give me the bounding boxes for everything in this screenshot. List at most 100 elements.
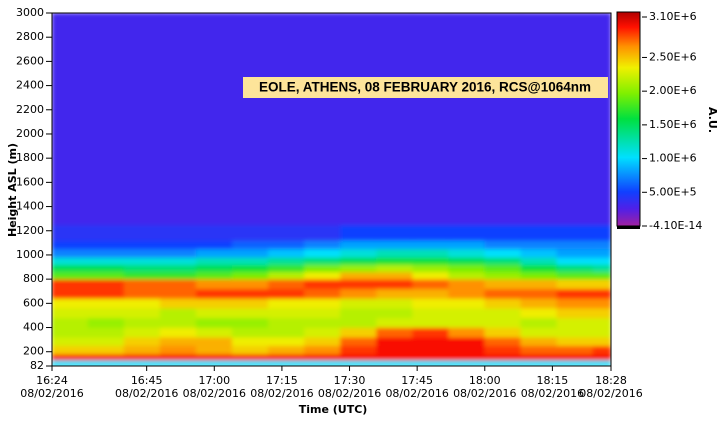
heatmap-cell bbox=[232, 298, 269, 309]
y-tick-label: 200 bbox=[23, 345, 44, 358]
heatmap-cell bbox=[556, 13, 594, 226]
heatmap-cell bbox=[52, 345, 89, 355]
x-tick-label: 18:00 bbox=[469, 374, 501, 387]
heatmap-cell bbox=[268, 248, 305, 258]
heatmap-cell bbox=[448, 317, 486, 328]
heatmap-cell bbox=[484, 353, 522, 361]
heatmap-cell bbox=[520, 353, 558, 361]
heatmap-cell bbox=[448, 13, 486, 226]
heatmap-cell bbox=[520, 257, 558, 265]
heatmap-cell bbox=[340, 353, 377, 361]
heatmap-cell bbox=[304, 248, 341, 258]
heatmap-cell bbox=[52, 264, 89, 273]
heatmap-cell bbox=[232, 278, 269, 290]
heatmap-cell bbox=[448, 224, 486, 241]
heatmap-cell bbox=[195, 298, 233, 309]
heatmap-cell bbox=[232, 240, 269, 250]
heatmap-cell bbox=[304, 307, 341, 319]
x-tick-label: 08/02/2016 bbox=[453, 387, 516, 400]
heatmap-cell bbox=[376, 298, 413, 309]
heatmap-cell bbox=[123, 317, 161, 328]
y-tick-label: 800 bbox=[23, 272, 44, 285]
heatmap-cell bbox=[448, 288, 486, 299]
heatmap-cell bbox=[556, 240, 594, 250]
colorbar-tick-label: 2.50E+6 bbox=[649, 50, 697, 63]
heatmap-cell bbox=[304, 13, 341, 226]
heatmap-cell bbox=[448, 248, 486, 258]
colorbar-label: A.U. bbox=[706, 107, 719, 133]
heatmap-cell bbox=[376, 257, 413, 265]
heatmap-cell bbox=[232, 336, 269, 346]
heatmap-cell bbox=[340, 317, 377, 328]
heatmap-cell bbox=[448, 257, 486, 265]
heatmap-cell bbox=[520, 359, 558, 366]
heatmap-cell bbox=[376, 264, 413, 273]
heatmap-cell bbox=[159, 278, 197, 290]
y-tick-label: 2600 bbox=[16, 54, 44, 67]
y-tick-label: 1400 bbox=[16, 200, 44, 213]
heatmap-cell bbox=[520, 345, 558, 355]
heatmap-cell bbox=[123, 345, 161, 355]
heatmap-cell bbox=[592, 336, 611, 346]
heatmap-cell bbox=[123, 359, 161, 366]
heatmap-cell bbox=[448, 359, 486, 366]
heatmap-cell bbox=[556, 271, 594, 280]
heatmap-cell bbox=[87, 298, 125, 309]
heatmap-cell bbox=[159, 240, 197, 250]
heatmap-cell bbox=[340, 307, 377, 319]
heatmap-cell bbox=[123, 240, 161, 250]
heatmap-cell bbox=[232, 317, 269, 328]
heatmap-cell bbox=[268, 224, 305, 241]
heatmap-cell bbox=[304, 264, 341, 273]
y-tick-label: 1200 bbox=[16, 224, 44, 237]
heatmap-cell bbox=[304, 317, 341, 328]
heatmap-cell bbox=[484, 327, 522, 338]
heatmap-cell bbox=[159, 298, 197, 309]
heatmap-cell bbox=[412, 345, 450, 355]
x-axis-label: Time (UTC) bbox=[299, 403, 368, 416]
x-tick-label: 18:28 bbox=[595, 374, 627, 387]
heatmap-cell bbox=[87, 353, 125, 361]
heatmap-cell bbox=[52, 224, 89, 241]
heatmap-cell bbox=[556, 288, 594, 299]
heatmap-cell bbox=[195, 345, 233, 355]
heatmap-cell bbox=[376, 307, 413, 319]
heatmap-cell bbox=[87, 288, 125, 299]
annotation: EOLE, ATHENS, 08 FEBRUARY 2016, RCS@1064… bbox=[259, 80, 591, 95]
heatmap-cell bbox=[268, 298, 305, 309]
heatmap-cell bbox=[592, 307, 611, 319]
heatmap-cell bbox=[376, 317, 413, 328]
x-tick-label: 18:15 bbox=[537, 374, 569, 387]
heatmap-cell bbox=[195, 248, 233, 258]
heatmap-cell bbox=[195, 264, 233, 273]
heatmap-cell bbox=[304, 257, 341, 265]
heatmap-cell bbox=[123, 224, 161, 241]
x-tick-label: 17:15 bbox=[266, 374, 298, 387]
heatmap bbox=[52, 13, 611, 366]
heatmap-cell bbox=[376, 248, 413, 258]
heatmap-cell bbox=[304, 271, 341, 280]
heatmap-cell bbox=[123, 288, 161, 299]
heatmap-cell bbox=[195, 359, 233, 366]
heatmap-cell bbox=[304, 278, 341, 290]
x-tick-label: 17:00 bbox=[198, 374, 230, 387]
heatmap-cell bbox=[159, 345, 197, 355]
heatmap-cell bbox=[592, 257, 611, 265]
heatmap-cell bbox=[520, 288, 558, 299]
heatmap-cell bbox=[123, 13, 161, 226]
x-tick-label: 08/02/2016 bbox=[20, 387, 83, 400]
heatmap-cell bbox=[159, 336, 197, 346]
heatmap-cell bbox=[484, 298, 522, 309]
y-tick-label: 2200 bbox=[16, 103, 44, 116]
heatmap-cell bbox=[195, 257, 233, 265]
x-tick-label: 08/02/2016 bbox=[318, 387, 381, 400]
heatmap-cell bbox=[52, 307, 89, 319]
heatmap-cell bbox=[232, 248, 269, 258]
heatmap-cell bbox=[448, 336, 486, 346]
heatmap-cell bbox=[232, 345, 269, 355]
heatmap-cell bbox=[304, 345, 341, 355]
heatmap-cell bbox=[123, 327, 161, 338]
heatmap-cell bbox=[52, 278, 89, 290]
heatmap-cell bbox=[448, 345, 486, 355]
